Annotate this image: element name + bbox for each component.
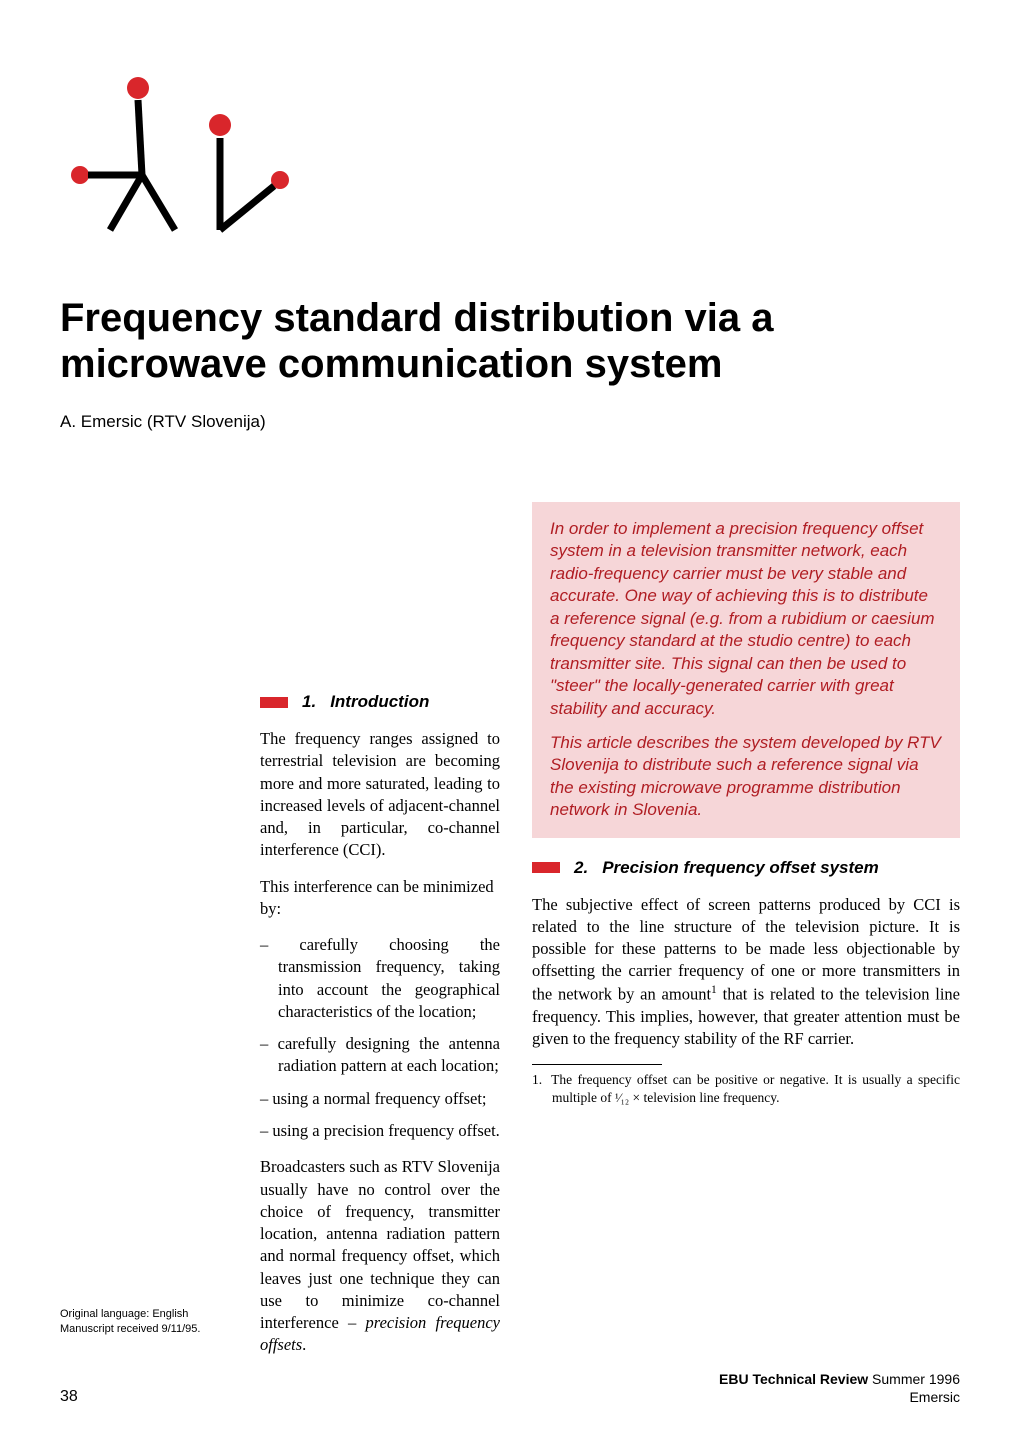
text-run: × television line frequency. xyxy=(629,1090,779,1105)
section-number: 1. xyxy=(302,692,316,712)
paragraph: Broadcasters such as RTV Slovenija usual… xyxy=(260,1156,500,1356)
paragraph: The subjective effect of screen patterns… xyxy=(532,894,960,1050)
abstract-box: In order to implement a precision freque… xyxy=(532,502,960,838)
text-run: Broadcasters such as RTV Slovenija usual… xyxy=(260,1157,500,1332)
fraction: ¹⁄₁₂ xyxy=(615,1091,629,1105)
page-number: 38 xyxy=(60,1388,78,1406)
footer-right: EBU Technical Review Summer 1996 Emersic xyxy=(719,1370,960,1406)
logo xyxy=(60,70,960,245)
page-footer: 38 EBU Technical Review Summer 1996 Emer… xyxy=(60,1370,960,1406)
paragraph: The frequency ranges assigned to terrest… xyxy=(260,728,500,862)
abstract-paragraph: This article describes the system develo… xyxy=(550,732,942,822)
paragraph: This interference can be minimized by: xyxy=(260,876,500,921)
bullet-list: carefully choosing the transmission freq… xyxy=(260,934,500,1142)
journal-issue: Summer 1996 xyxy=(868,1371,960,1387)
journal-name: EBU Technical Review xyxy=(719,1371,868,1387)
footnote: 1. The frequency offset can be positive … xyxy=(532,1071,960,1106)
margin-note-line: Manuscript received 9/11/95. xyxy=(60,1322,230,1336)
footnote-number: 1. xyxy=(532,1071,546,1089)
section-label: Introduction xyxy=(330,692,429,712)
footnote-rule xyxy=(532,1064,662,1065)
list-item: using a normal frequency offset; xyxy=(260,1088,500,1110)
section-marker-icon xyxy=(532,862,560,873)
list-item: carefully designing the antenna radiatio… xyxy=(260,1033,500,1078)
list-item: using a precision frequency offset. xyxy=(260,1120,500,1142)
margin-note: Original language: English Manuscript re… xyxy=(60,1307,230,1336)
section-number: 2. xyxy=(574,858,588,878)
margin-note-line: Original language: English xyxy=(60,1307,230,1321)
list-item: carefully choosing the transmission freq… xyxy=(260,934,500,1023)
author-line: A. Emersic (RTV Slovenija) xyxy=(60,412,960,432)
section-label: Precision frequency offset system xyxy=(602,858,879,878)
section-heading-1: 1. Introduction xyxy=(260,692,500,712)
footer-author: Emersic xyxy=(719,1388,960,1406)
section-marker-icon xyxy=(260,697,288,708)
abstract-paragraph: In order to implement a precision freque… xyxy=(550,518,942,720)
two-column-layout: 1. Introduction The frequency ranges ass… xyxy=(60,502,960,1371)
article-title: Frequency standard distribution via a mi… xyxy=(60,295,960,387)
section-heading-2: 2. Precision frequency offset system xyxy=(532,858,960,878)
text-run: . xyxy=(302,1335,306,1354)
